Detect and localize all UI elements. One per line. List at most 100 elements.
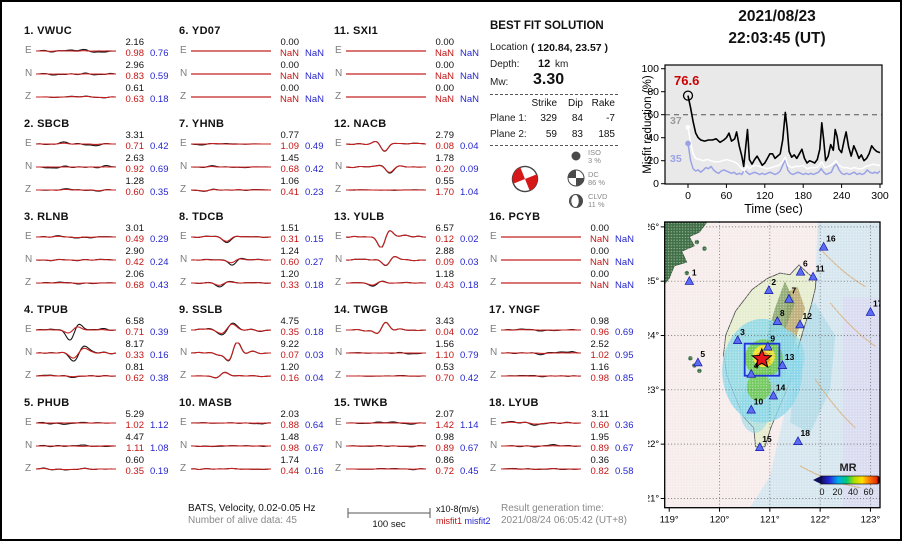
misfit2-value: 1.04 (460, 187, 479, 198)
channel-label: E (25, 45, 32, 56)
syn-trace (345, 141, 427, 152)
station-label: 6. YD07 (179, 25, 221, 37)
map-station-triangle (693, 357, 703, 367)
misfit1-value: 0.83 (125, 71, 145, 82)
misfit1-value: 0.89 (435, 443, 455, 454)
misfit2-value: 0.03 (305, 350, 324, 361)
misfit2-value: NaN (460, 48, 480, 59)
map-lat-label: 25° (648, 276, 659, 287)
channel-label: E (335, 324, 342, 335)
colorbar-title: MR (839, 462, 856, 474)
syn-trace (501, 445, 581, 447)
station-label: 16. PCYB (489, 211, 541, 223)
station-label: 3. RLNB (24, 211, 69, 223)
misfit1-value: 0.82 (590, 466, 610, 477)
channel-label: Z (490, 370, 497, 381)
map-station-triangle (764, 285, 774, 294)
syn-trace (501, 329, 581, 331)
misfit1-value: 0.41 (280, 187, 300, 198)
obs-trace (35, 323, 117, 341)
waveform-plot (500, 420, 581, 426)
misfit1-value: 0.60 (125, 187, 145, 198)
misfit2-value: 0.35 (150, 187, 169, 198)
channel-label: N (180, 68, 188, 79)
channel-label: Z (25, 184, 32, 195)
syn-trace (36, 258, 116, 261)
best-fit-heading: BEST FIT SOLUTION (490, 20, 604, 32)
misfit1-value: 0.31 (280, 234, 300, 245)
channel-row: Z 0.00 NaN NaN (330, 83, 482, 108)
misfit2-value: 0.09 (460, 164, 479, 175)
focal-mechanism-beachball (511, 165, 539, 193)
misfit1-value: 1.02 (125, 420, 145, 431)
misfit2-value: 0.16 (150, 350, 169, 361)
station-label: 17. YNGF (489, 304, 541, 316)
misfit2-value: 0.42 (460, 373, 479, 384)
channel-row: Z 1.18 0.43 0.18 (330, 269, 482, 294)
waveform-plot (36, 72, 117, 76)
x-tick-label: 0 (685, 190, 691, 202)
channel-label: E (180, 231, 187, 242)
map-lon-label: 123° (861, 515, 881, 526)
waveform-plot (346, 280, 426, 287)
waveform-plot (36, 444, 116, 448)
channel-label: N (180, 347, 188, 358)
channel-row: Z 1.74 0.44 0.16 (175, 455, 327, 480)
plane1-strike: 329 (540, 113, 557, 124)
station-label: 14. TWGB (334, 304, 389, 316)
map-station-number: 2 (771, 277, 776, 287)
waveform-plot (345, 230, 427, 248)
channel-row: Z 0.00 NaN NaN (175, 83, 327, 108)
channel-row: N 1.78 0.20 0.09 (330, 153, 482, 178)
map-station-triangle (684, 275, 695, 285)
amplitude-value: 1.51 (280, 223, 300, 234)
channel-row: Z 1.28 0.60 0.35 (20, 176, 172, 201)
amplitude-value: 2.03 (280, 409, 300, 420)
y-tick-label: 20 (647, 155, 659, 167)
depth-value: 12 (538, 58, 551, 70)
misfit1-value: 0.08 (435, 141, 455, 152)
epicenter-star (750, 347, 773, 369)
station-block: 10. MASB E 2.03 0.88 0.64 N 1.48 0.98 0.67 Z 1.74 0… (175, 396, 327, 489)
channel-label: E (180, 417, 187, 428)
map-station-triangle (795, 266, 806, 276)
misfit2-value: 0.49 (305, 141, 324, 152)
waveform-plot (191, 50, 271, 52)
misfit2-value: 0.43 (150, 280, 169, 291)
channel-row: E 0.00 NaN NaN (175, 37, 327, 62)
station-label: 2. SBCB (24, 118, 70, 130)
misfit2-value: 0.04 (305, 373, 324, 384)
misfit2-value: 0.19 (150, 466, 169, 477)
channel-row: E 3.31 0.71 0.42 (20, 130, 172, 155)
channel-label: N (335, 440, 343, 451)
channel-row: N 2.96 0.83 0.59 (20, 60, 172, 85)
station-block: 15. TWKB E 2.07 1.42 1.14 N 0.98 0.89 0.67 Z 0.86 0… (330, 396, 482, 489)
misfit1-value: 1.10 (435, 350, 455, 361)
series-start-value-label: 37 (670, 115, 682, 127)
series-start-value-label: 35 (670, 153, 682, 165)
channel-label: Z (335, 184, 342, 195)
amplitude-value: 1.56 (435, 339, 455, 350)
waveform-plot (36, 164, 117, 169)
dc-label: DC (588, 170, 599, 179)
x-tick-label: 180 (794, 190, 812, 202)
channel-row: E 2.03 0.88 0.64 (175, 409, 327, 434)
map-station-triangle (763, 341, 773, 351)
channel-label: N (335, 68, 343, 79)
channel-label: N (25, 347, 33, 358)
waveform-plot (35, 421, 116, 425)
obs-trace (346, 321, 427, 334)
map-station-number: 17 (873, 299, 883, 309)
waveform-plot (346, 351, 426, 355)
amplitude-value: 0.60 (125, 455, 145, 466)
decomposition-icons (567, 151, 585, 208)
colorbar-tick-label: 40 (848, 487, 858, 497)
channel-row: N 2.63 0.92 0.69 (20, 153, 172, 178)
misfit1-value: 0.98 (590, 373, 610, 384)
channel-row: N 1.48 0.98 0.67 (175, 432, 327, 457)
channel-row: Z 2.06 0.68 0.43 (20, 269, 172, 294)
generation-time-label: Result generation time: (501, 503, 604, 514)
waveform-plot (346, 374, 426, 377)
station-block: 14. TWGB E 3.43 0.04 0.02 N 1.56 1.10 0.79 Z 0.53 0… (330, 303, 482, 396)
